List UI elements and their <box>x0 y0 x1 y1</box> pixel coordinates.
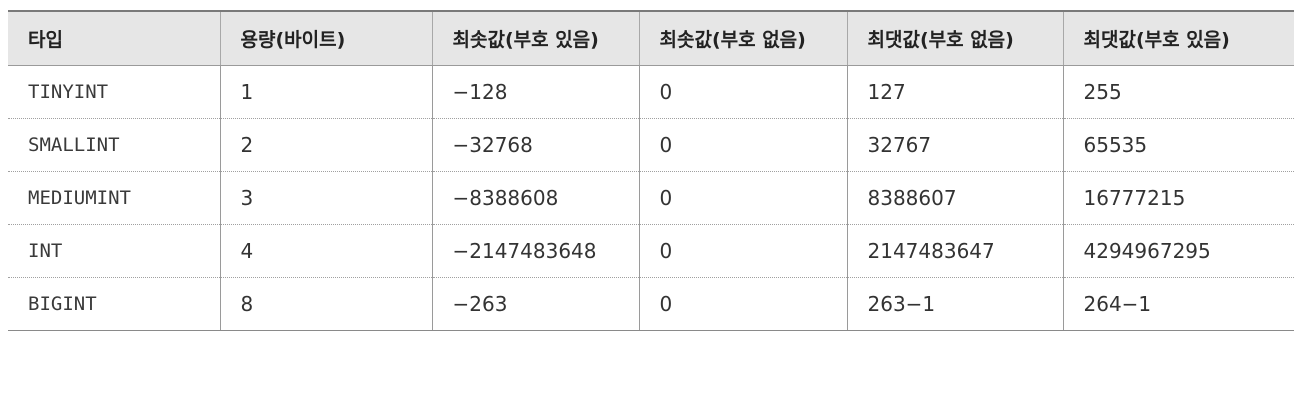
cell-min-signed: −263 <box>431 277 639 331</box>
cell-max-unsigned: 127 <box>846 65 1063 119</box>
cell-max-signed: 264−1 <box>1062 277 1294 331</box>
cell-type: BIGINT <box>8 277 220 331</box>
cell-max-unsigned: 263−1 <box>846 277 1063 331</box>
cell-max-signed: 65535 <box>1062 118 1294 172</box>
table-row: MEDIUMINT 3 −8388608 0 8388607 16777215 <box>8 171 1294 225</box>
cell-min-signed: −2147483648 <box>431 224 639 278</box>
table-body: TINYINT 1 −128 0 127 255 SMALLINT 2 −327… <box>8 65 1294 331</box>
table-row: INT 4 −2147483648 0 2147483647 429496729… <box>8 224 1294 278</box>
cell-max-signed: 255 <box>1062 65 1294 119</box>
cell-max-unsigned: 8388607 <box>846 171 1063 225</box>
cell-size: 3 <box>219 171 432 225</box>
header-row: 타입 용량(바이트) 최솟값(부호 있음) 최솟값(부호 없음) 최댓값(부호 … <box>8 10 1294 66</box>
cell-min-unsigned: 0 <box>638 171 847 225</box>
cell-size: 1 <box>219 65 432 119</box>
header-size-bytes: 용량(바이트) <box>219 10 432 66</box>
cell-min-unsigned: 0 <box>638 277 847 331</box>
table-row: BIGINT 8 −263 0 263−1 264−1 <box>8 277 1294 331</box>
cell-min-unsigned: 0 <box>638 224 847 278</box>
table-row: TINYINT 1 −128 0 127 255 <box>8 65 1294 119</box>
cell-type: INT <box>8 224 220 278</box>
cell-min-unsigned: 0 <box>638 118 847 172</box>
cell-type: MEDIUMINT <box>8 171 220 225</box>
cell-min-signed: −32768 <box>431 118 639 172</box>
header-max-unsigned: 최댓값(부호 없음) <box>846 10 1063 66</box>
table-row: SMALLINT 2 −32768 0 32767 65535 <box>8 118 1294 172</box>
header-type: 타입 <box>8 10 220 66</box>
cell-min-signed: −8388608 <box>431 171 639 225</box>
cell-min-signed: −128 <box>431 65 639 119</box>
cell-max-signed: 4294967295 <box>1062 224 1294 278</box>
cell-min-unsigned: 0 <box>638 65 847 119</box>
cell-max-unsigned: 2147483647 <box>846 224 1063 278</box>
cell-max-signed: 16777215 <box>1062 171 1294 225</box>
header-min-unsigned: 최솟값(부호 없음) <box>638 10 847 66</box>
integer-types-table: 타입 용량(바이트) 최솟값(부호 있음) 최솟값(부호 없음) 최댓값(부호 … <box>8 10 1294 331</box>
cell-type: TINYINT <box>8 65 220 119</box>
integer-types-table-container: 타입 용량(바이트) 최솟값(부호 있음) 최솟값(부호 없음) 최댓값(부호 … <box>8 10 1294 331</box>
cell-size: 8 <box>219 277 432 331</box>
header-max-signed: 최댓값(부호 있음) <box>1062 10 1294 66</box>
cell-max-unsigned: 32767 <box>846 118 1063 172</box>
cell-size: 2 <box>219 118 432 172</box>
header-min-signed: 최솟값(부호 있음) <box>431 10 639 66</box>
cell-type: SMALLINT <box>8 118 220 172</box>
cell-size: 4 <box>219 224 432 278</box>
table-header: 타입 용량(바이트) 최솟값(부호 있음) 최솟값(부호 없음) 최댓값(부호 … <box>8 10 1294 66</box>
